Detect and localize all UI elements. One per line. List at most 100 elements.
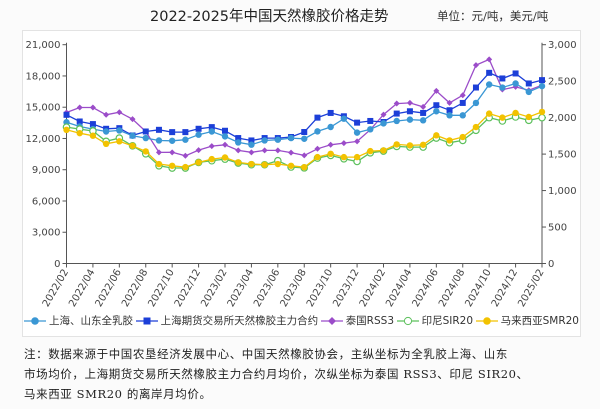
data-point-3 — [327, 141, 334, 148]
data-point-1 — [353, 129, 361, 136]
data-point-5 — [195, 159, 202, 166]
legend-marker-icon — [135, 317, 158, 324]
left-tick-label: 0 — [54, 259, 60, 270]
data-point-3 — [261, 147, 268, 154]
data-point-5 — [538, 108, 546, 116]
data-point-2 — [169, 129, 176, 136]
data-point-5 — [182, 163, 189, 171]
legend-item: 上海、山东全乳胶 — [24, 313, 133, 328]
data-point-2 — [446, 107, 453, 114]
data-point-3 — [222, 141, 228, 148]
data-point-1 — [393, 117, 400, 125]
data-point-2 — [420, 109, 427, 116]
data-point-1 — [208, 128, 215, 135]
legend-marker-icon — [320, 316, 343, 325]
data-point-2 — [235, 135, 242, 142]
legend-item: 马来西亚SMR20 — [475, 313, 579, 328]
data-point-1 — [512, 80, 519, 87]
data-point-3 — [380, 111, 387, 118]
data-point-2 — [63, 111, 70, 118]
legend-marker-icon — [396, 316, 419, 325]
data-point-3 — [301, 152, 308, 159]
data-point-1 — [287, 134, 295, 142]
chart-frame — [22, 30, 581, 337]
data-point-2 — [76, 118, 83, 125]
data-point-3 — [446, 99, 453, 106]
data-point-5 — [301, 164, 308, 171]
data-point-5 — [353, 153, 361, 161]
data-point-2 — [248, 137, 255, 144]
data-point-2 — [314, 114, 321, 121]
data-point-1 — [116, 127, 123, 134]
data-point-5 — [327, 150, 334, 158]
chart-title: 2022-2025年中国天然橡胶价格走势 — [150, 9, 389, 25]
data-point-2 — [155, 126, 162, 133]
right-tick-label: 0 — [548, 259, 554, 270]
data-point-5 — [512, 109, 519, 117]
data-point-1 — [525, 88, 532, 96]
data-point-1 — [499, 84, 506, 91]
data-point-2 — [499, 75, 506, 82]
data-point-1 — [248, 141, 255, 148]
data-point-1 — [314, 128, 321, 135]
series-line-1 — [66, 82, 543, 146]
data-point-1 — [168, 137, 176, 144]
data-point-5 — [63, 126, 70, 134]
data-point-5 — [155, 160, 163, 168]
right-tick-label: 2,500 — [548, 77, 577, 88]
footnote-line-1: 注：数据来源于中国农垦经济发展中心、中国天然橡胶协会，主纵坐标为全乳胶上海、山东 — [24, 347, 508, 361]
footnote-line-3: 马来西亚 SMR20 的离岸月均价。 — [24, 387, 212, 401]
data-point-5 — [208, 155, 215, 163]
left-tick-label: 3,000 — [32, 228, 61, 239]
data-point-3 — [182, 152, 189, 159]
data-point-3 — [208, 143, 215, 150]
data-point-3 — [169, 149, 176, 156]
legend-item: 上海期货交易所天然橡胶主力合约 — [135, 313, 318, 328]
legend-marker-icon — [24, 316, 46, 325]
data-point-1 — [301, 135, 308, 142]
data-point-5 — [116, 138, 123, 145]
data-point-1 — [485, 81, 493, 88]
data-point-5 — [248, 160, 255, 168]
data-point-5 — [406, 142, 414, 149]
right-tick-label: 2,000 — [548, 113, 577, 124]
left-tick-label: 18,000 — [26, 71, 61, 82]
data-point-3 — [248, 149, 255, 156]
data-point-1 — [327, 123, 334, 131]
data-point-5 — [433, 132, 440, 139]
data-point-3 — [472, 62, 479, 69]
right-tick-label: 1,500 — [548, 150, 577, 161]
data-point-4 — [538, 113, 546, 122]
data-point-5 — [274, 160, 282, 168]
data-point-5 — [89, 132, 97, 139]
data-point-1 — [472, 99, 480, 107]
data-point-2 — [142, 128, 149, 135]
right-tick-label: 500 — [548, 223, 567, 234]
data-point-3 — [340, 140, 347, 147]
data-point-1 — [129, 132, 136, 139]
data-point-5 — [499, 114, 506, 121]
legend-label: 马来西亚SMR20 — [500, 315, 579, 327]
data-point-3 — [354, 138, 361, 145]
legend-item: 印尼SIR20 — [396, 313, 474, 328]
right-tick-label: 3,000 — [548, 40, 577, 51]
data-point-5 — [367, 147, 374, 155]
data-point-3 — [89, 104, 96, 111]
data-point-5 — [485, 110, 493, 117]
data-point-5 — [76, 129, 83, 137]
data-point-5 — [168, 162, 176, 169]
data-point-1 — [235, 139, 242, 146]
data-point-1 — [459, 112, 466, 119]
legend-item: 泰国RSS3 — [320, 313, 394, 328]
left-tick-label: 12,000 — [26, 134, 61, 145]
data-point-2 — [208, 124, 215, 131]
data-point-5 — [340, 153, 348, 161]
data-point-2 — [406, 108, 413, 115]
data-point-2 — [367, 117, 374, 124]
data-point-3 — [103, 111, 110, 118]
data-point-2 — [195, 125, 202, 132]
legend-label: 印尼SIR20 — [421, 315, 474, 327]
right-tick-label: 1,000 — [548, 186, 577, 197]
data-point-1 — [261, 137, 268, 144]
data-point-5 — [102, 140, 110, 148]
